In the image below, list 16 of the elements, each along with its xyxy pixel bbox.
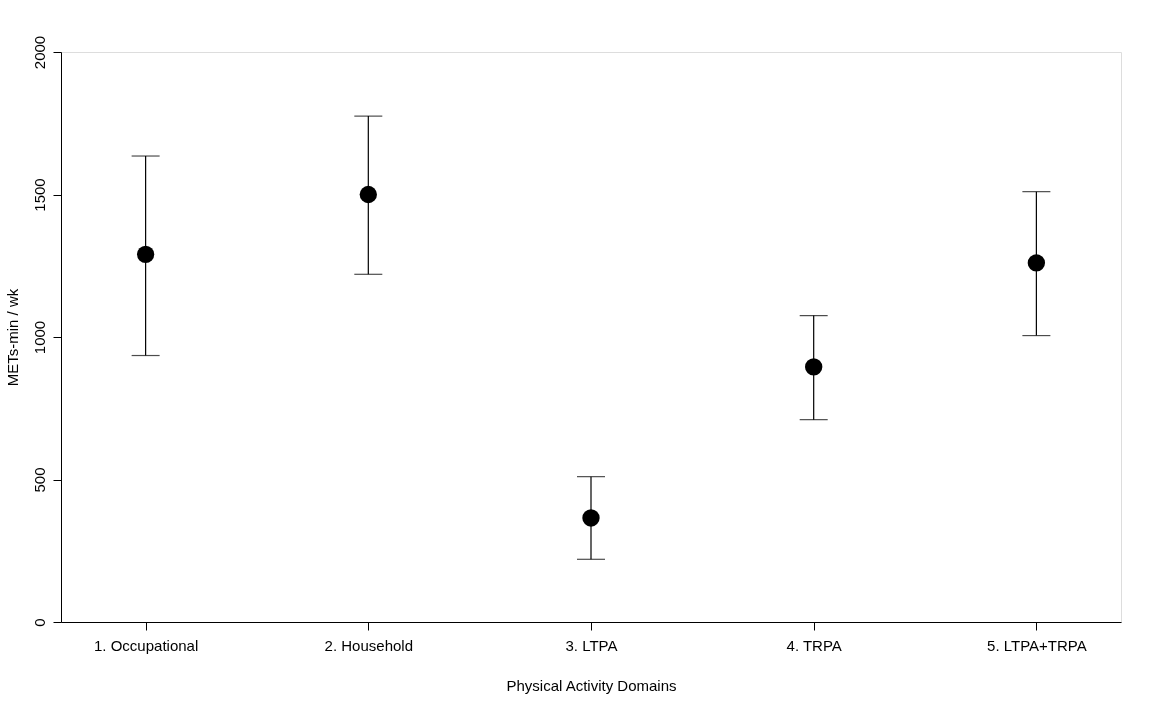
- x-axis-title: Physical Activity Domains: [506, 676, 677, 694]
- x-tick-label: 3. LTPA: [565, 636, 618, 654]
- y-tick-label: 1500: [30, 178, 48, 212]
- point: [136, 245, 155, 263]
- x-tick-label: 5. LTPA+TRPA: [987, 636, 1087, 654]
- point: [805, 358, 823, 376]
- y-tick-label: 2000: [30, 35, 48, 70]
- x-tick-label: 1. Occupational: [94, 636, 199, 654]
- point: [1027, 254, 1046, 272]
- y-tick-label: 0: [30, 618, 48, 627]
- y-tick-label: 1000: [30, 320, 48, 355]
- y-tick-label: 500: [30, 467, 48, 493]
- y-axis-title: METs-min / wk: [3, 288, 21, 387]
- x-tick-label: 2. Household: [324, 636, 414, 654]
- x-tick-label: 4. TRPA: [786, 636, 842, 654]
- point: [359, 185, 377, 204]
